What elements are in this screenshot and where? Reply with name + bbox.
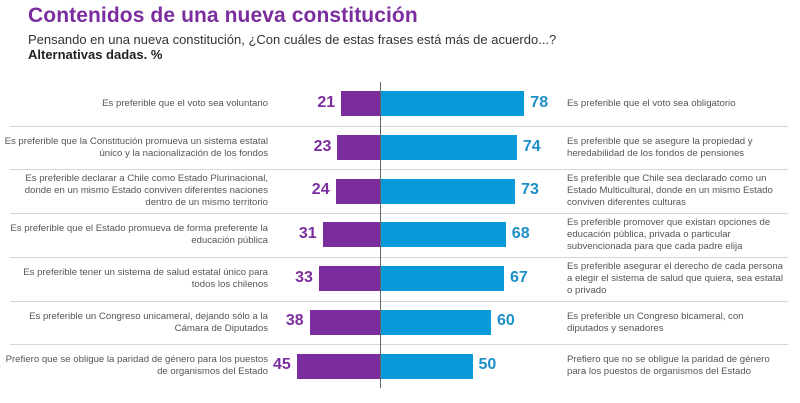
value-label-left: 33 bbox=[295, 269, 313, 286]
right-statement-label: Es preferible que el voto sea obligatori… bbox=[567, 98, 736, 109]
bar-right bbox=[380, 266, 504, 291]
bar-right bbox=[380, 91, 525, 116]
value-label-right: 50 bbox=[478, 356, 497, 373]
bar-left bbox=[322, 222, 380, 247]
bar-left bbox=[296, 354, 380, 379]
bar-left bbox=[318, 266, 380, 291]
chart-subtitle: Pensando en una nueva constitución, ¿Con… bbox=[28, 32, 557, 47]
left-statement-label: Es preferible que la Constitución promue… bbox=[4, 136, 268, 159]
right-statement-label: Es preferible asegurar el derecho de cad… bbox=[567, 261, 783, 296]
row-separator bbox=[10, 301, 788, 302]
right-statement-label: Es preferible que se asegure la propieda… bbox=[567, 136, 753, 159]
bar-left bbox=[341, 91, 380, 116]
row-separator bbox=[10, 213, 788, 214]
center-axis-line bbox=[380, 82, 381, 388]
chart-subtitle-bold: Alternativas dadas. % bbox=[28, 47, 163, 62]
row-separator bbox=[10, 344, 788, 345]
left-statement-label: Es preferible que el Estado promueva de … bbox=[10, 223, 268, 246]
value-label-right: 68 bbox=[511, 225, 530, 242]
value-label-right: 78 bbox=[530, 94, 549, 111]
left-statement-label: Es preferible un Congreso unicameral, de… bbox=[29, 311, 268, 334]
right-statement-label: Es preferible promover que existan opcio… bbox=[567, 217, 771, 252]
value-label-right: 67 bbox=[509, 269, 528, 286]
left-statement-label: Es preferible declarar a Chile como Esta… bbox=[24, 173, 268, 208]
right-statement-label: Es preferible que Chile sea declarado co… bbox=[567, 173, 773, 208]
bar-right bbox=[380, 135, 517, 160]
row-separator bbox=[10, 257, 788, 258]
right-statement-label: Es preferible un Congreso bicameral, con… bbox=[567, 311, 744, 334]
value-label-left: 23 bbox=[313, 138, 332, 155]
left-statement-label: Es preferible tener un sistema de salud … bbox=[23, 267, 268, 290]
value-label-left: 45 bbox=[272, 356, 291, 373]
bar-left bbox=[337, 135, 380, 160]
value-label-right: 74 bbox=[522, 138, 541, 155]
chart-title: Contenidos de una nueva constitución bbox=[28, 4, 418, 27]
value-label-left: 24 bbox=[311, 181, 330, 198]
row-separator bbox=[10, 169, 788, 170]
bar-left bbox=[335, 179, 380, 204]
value-label-right: 60 bbox=[497, 312, 515, 329]
bar-right bbox=[380, 179, 516, 204]
right-statement-label: Prefiero que no se obligue la paridad de… bbox=[567, 354, 770, 377]
row-separator bbox=[10, 126, 788, 127]
bar-right bbox=[380, 310, 491, 335]
value-label-left: 38 bbox=[285, 312, 304, 329]
left-statement-label: Es preferible que el voto sea voluntario bbox=[102, 98, 268, 109]
left-statement-label: Prefiero que se obligue la paridad de gé… bbox=[5, 354, 268, 377]
value-label-right: 73 bbox=[521, 181, 539, 198]
value-label-left: 31 bbox=[298, 225, 317, 242]
bar-left bbox=[309, 310, 380, 335]
value-label-left: 21 bbox=[317, 94, 336, 111]
bar-right bbox=[380, 354, 473, 379]
bar-right bbox=[380, 222, 506, 247]
